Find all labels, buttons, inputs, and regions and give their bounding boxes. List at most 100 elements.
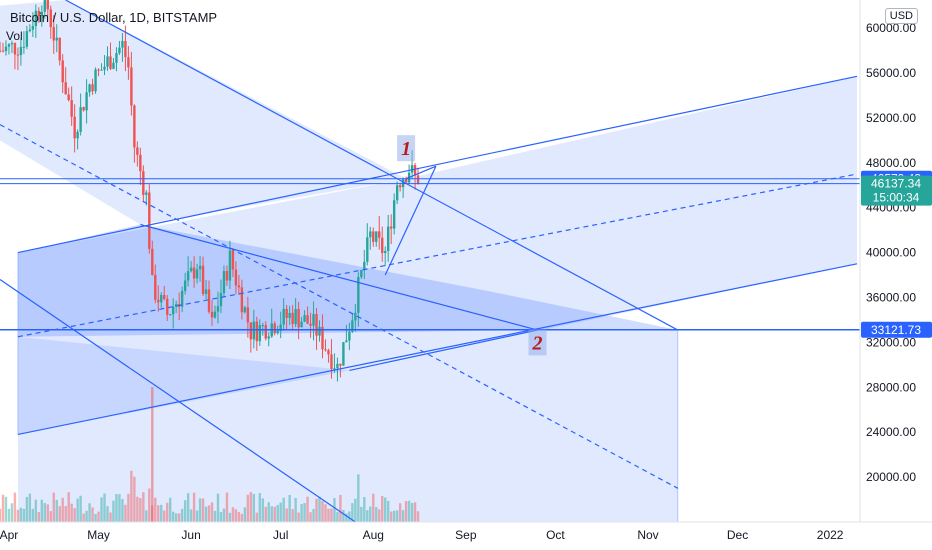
channel-fill xyxy=(0,0,407,225)
candlesticks xyxy=(0,0,420,382)
volume-bar xyxy=(342,509,345,522)
volume-bar xyxy=(297,512,300,522)
y-tick-label: 48000.00 xyxy=(866,156,916,170)
candle-body xyxy=(333,368,336,370)
volume-bar xyxy=(186,493,190,522)
y-tick-label: 32000.00 xyxy=(866,335,916,349)
candle-body xyxy=(7,44,11,47)
volume-bar xyxy=(204,506,208,522)
volume-bar xyxy=(127,493,130,522)
candle-body xyxy=(321,326,324,350)
y-tick-label: 20000.00 xyxy=(866,470,916,484)
candle-body xyxy=(404,179,408,183)
candle-body xyxy=(291,312,294,325)
volume-bar xyxy=(416,511,420,522)
candle-body xyxy=(231,250,235,270)
y-tick-label: 36000.00 xyxy=(866,290,916,304)
volume-bar xyxy=(100,497,103,522)
volume-bar xyxy=(258,493,261,522)
volume-bar xyxy=(103,493,106,522)
candle-body xyxy=(28,29,32,32)
volume-bar xyxy=(22,508,26,522)
currency-selector[interactable]: USD xyxy=(884,8,918,24)
candle-body xyxy=(186,271,190,281)
candle-body xyxy=(22,46,26,48)
candle-body xyxy=(55,37,58,41)
volume-bar xyxy=(351,503,354,522)
candle-body xyxy=(240,287,244,313)
x-tick-label: May xyxy=(87,528,110,542)
volume-bar xyxy=(249,492,253,522)
x-tick-label: Jun xyxy=(181,528,200,542)
candle-body xyxy=(228,250,232,281)
ascending-lower-line xyxy=(17,263,858,436)
x-tick-label: Oct xyxy=(546,528,565,542)
candle-body xyxy=(210,311,214,318)
candle-body xyxy=(195,269,199,279)
candle-body xyxy=(136,147,139,155)
candle-body xyxy=(306,315,309,324)
candle-body xyxy=(369,231,372,238)
volume-bar xyxy=(177,513,181,522)
candle-body xyxy=(285,308,288,318)
price-axis[interactable]: 60000.0056000.0052000.0048000.0044000.00… xyxy=(866,21,916,484)
candle-body xyxy=(67,94,70,101)
volume-bar xyxy=(234,509,238,522)
volume-bar xyxy=(246,494,250,522)
candle-body xyxy=(142,171,145,195)
time-axis[interactable]: Apr May Jun Jul Aug Sep Oct Nov Dec 2022 xyxy=(0,528,844,542)
volume-bar xyxy=(318,496,321,522)
candle-body xyxy=(0,50,2,52)
volume-bar xyxy=(252,493,256,522)
candle-body xyxy=(189,267,193,272)
volume-bar xyxy=(240,513,244,522)
volume-bar xyxy=(357,474,360,522)
volume-bar xyxy=(348,511,351,522)
volume-bar xyxy=(255,512,259,522)
x-tick-label: Jul xyxy=(273,528,288,542)
channel-mid-dashed-line xyxy=(0,124,679,489)
volume-bar xyxy=(106,506,109,522)
volume-bar xyxy=(276,504,279,522)
candle-body xyxy=(94,69,97,92)
candle-body xyxy=(342,342,345,366)
ascending-upper-line xyxy=(17,75,858,254)
volume-bar xyxy=(115,494,118,522)
volume-bar xyxy=(166,502,169,522)
volume-bar xyxy=(148,488,151,522)
candle-body xyxy=(384,251,387,254)
candle-body xyxy=(40,11,44,17)
candle-body xyxy=(378,231,381,238)
candle-body xyxy=(4,46,8,52)
candle-body xyxy=(345,340,348,343)
volume-bar xyxy=(312,508,315,522)
volume-bar xyxy=(154,497,157,522)
candle-body xyxy=(410,165,414,173)
annotation-box xyxy=(397,135,416,162)
price-tag xyxy=(861,175,932,206)
channel-fill xyxy=(17,224,678,337)
candle-body xyxy=(375,231,378,242)
volume-bar xyxy=(354,498,357,522)
volume-bar xyxy=(267,502,270,522)
volume-bar xyxy=(333,498,336,522)
volume-bar xyxy=(171,511,175,522)
candle-body xyxy=(327,350,330,355)
volume-bar xyxy=(339,494,342,522)
volume-bar xyxy=(201,498,205,522)
candle-body xyxy=(79,107,82,132)
candle-body xyxy=(372,231,375,242)
candle-body xyxy=(267,336,270,339)
volume-bar xyxy=(118,494,121,522)
volume-bar xyxy=(369,506,372,522)
volume-bar xyxy=(76,498,79,522)
volume-bar xyxy=(407,500,411,522)
volume-bar xyxy=(366,510,369,522)
candle-body xyxy=(398,185,402,188)
candle-body xyxy=(243,307,247,313)
candle-body xyxy=(198,265,202,270)
candle-body xyxy=(225,271,229,281)
candle-body xyxy=(386,226,390,252)
volume-bar xyxy=(145,510,148,522)
